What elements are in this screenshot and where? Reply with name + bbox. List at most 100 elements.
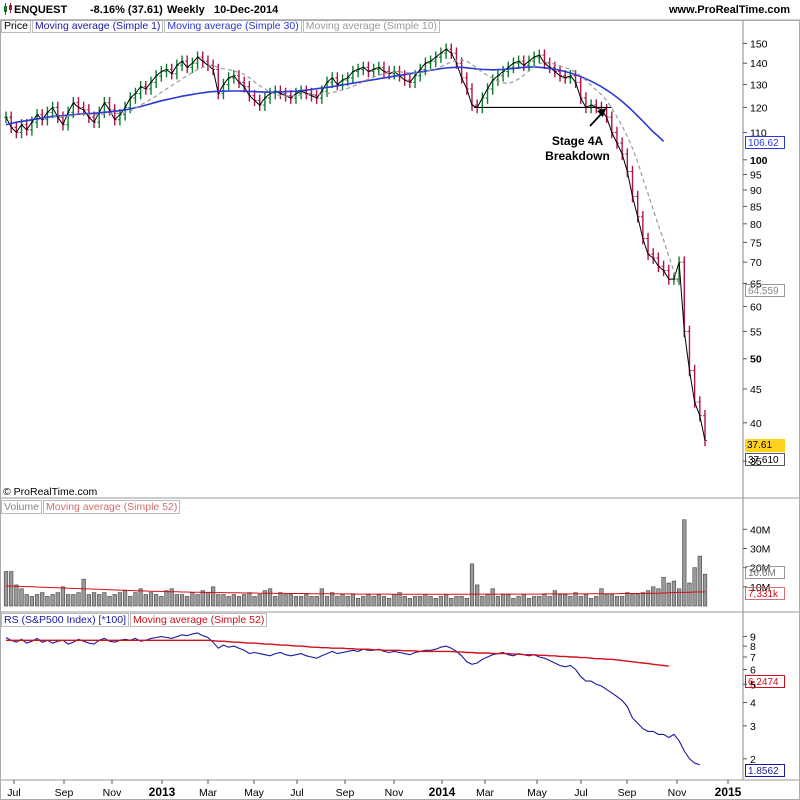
volume-bar xyxy=(76,592,81,607)
volume-bar xyxy=(340,594,345,607)
volume-bar xyxy=(651,586,656,607)
volume-bar xyxy=(185,596,190,607)
legend-volume[interactable]: Volume xyxy=(1,500,43,514)
volume-bar xyxy=(24,594,29,607)
volume-bar xyxy=(495,596,501,607)
volume-bar xyxy=(438,596,444,607)
volume-bar xyxy=(226,596,231,607)
volume-bar xyxy=(267,588,273,607)
volume-bar xyxy=(532,596,537,607)
legend-volume-ma[interactable]: Moving average (Simple 52) xyxy=(43,500,181,514)
legend-ma10[interactable]: Moving average (Simple 10) xyxy=(302,19,441,33)
volume-bar xyxy=(117,592,123,607)
annotation-line2: Breakdown xyxy=(545,149,610,163)
chart-frame xyxy=(0,20,800,800)
legend-ma30[interactable]: Moving average (Simple 30) xyxy=(164,19,302,33)
rs-tick-label: 3 xyxy=(750,721,756,733)
site-link[interactable]: www.ProRealTime.com xyxy=(668,4,790,16)
time-tick-label: Jul xyxy=(290,787,303,799)
ma30-last-label: 106.62 xyxy=(745,136,785,149)
volume-bar xyxy=(278,592,283,607)
rs-tick-label: 9 xyxy=(750,632,756,644)
volume-bar xyxy=(86,594,91,607)
volume-bar xyxy=(697,555,702,607)
volume-bar xyxy=(34,594,40,607)
time-tick-label: Mar xyxy=(476,787,495,799)
volume-ma-last-label: 7,331k xyxy=(745,587,785,600)
price-tick-label: 35 xyxy=(750,456,762,468)
legend-ma1[interactable]: Moving average (Simple 1) xyxy=(31,19,164,33)
price-tick-label: 60 xyxy=(750,301,762,313)
volume-bar xyxy=(288,594,293,607)
legend-rs-ma[interactable]: Moving average (Simple 52) xyxy=(130,613,268,627)
rs-line xyxy=(5,632,700,766)
price-tick-label: 50 xyxy=(750,354,762,366)
rs-last-label: 1.8562 xyxy=(745,764,785,777)
legend-price[interactable]: Price xyxy=(1,19,31,33)
volume-bar xyxy=(169,588,174,607)
volume-bar xyxy=(630,594,635,607)
volume-bar xyxy=(216,594,221,607)
volume-bar xyxy=(397,592,402,607)
volume-bar xyxy=(402,596,407,607)
volume-bar xyxy=(247,592,252,607)
volume-bar xyxy=(635,594,640,607)
volume-bar xyxy=(174,594,179,607)
rs-tick-label: 5 xyxy=(750,679,756,691)
volume-ma-line xyxy=(5,585,706,595)
legend-rs[interactable]: RS (S&P500 Index) [*100] xyxy=(1,613,129,627)
volume-bar xyxy=(55,592,60,607)
volume-bar xyxy=(454,596,459,607)
volume-bar xyxy=(122,590,128,607)
volume-bar xyxy=(671,580,677,607)
volume-bar xyxy=(625,592,630,607)
volume-bar xyxy=(640,592,645,607)
price-tick-label: 120 xyxy=(750,102,768,114)
time-tick-label: Nov xyxy=(668,787,687,799)
volume-bar xyxy=(330,592,335,607)
volume-bar xyxy=(262,590,268,607)
volume-bar xyxy=(526,598,532,607)
ma10-line xyxy=(52,59,680,286)
volume-legend: Volume Moving average (Simple 52) xyxy=(1,500,181,514)
rs-legend: RS (S&P500 Index) [*100] Moving average (… xyxy=(1,613,268,627)
volume-bar xyxy=(449,598,454,607)
volume-bar xyxy=(319,588,324,607)
volume-bar xyxy=(490,588,495,607)
volume-bar xyxy=(459,596,464,607)
volume-bar xyxy=(469,563,475,607)
time-tick-label: Jul xyxy=(7,787,20,799)
volume-bar xyxy=(221,594,226,607)
volume-bar xyxy=(506,594,511,607)
volume-bar xyxy=(324,596,330,607)
close-price-label: 37.610 xyxy=(745,453,785,466)
volume-bar xyxy=(516,596,521,607)
volume-bar xyxy=(552,590,557,607)
volume-bar xyxy=(568,596,573,607)
volume-tick-label: 40M xyxy=(750,524,770,536)
volume-bar xyxy=(443,594,449,607)
volume-bar xyxy=(620,596,625,607)
volume-bar xyxy=(361,596,366,607)
volume-bar xyxy=(210,586,216,607)
volume-bar xyxy=(366,594,371,607)
price-tick-label: 40 xyxy=(750,418,762,430)
volume-bar xyxy=(475,584,480,607)
volume-bar xyxy=(557,594,563,607)
volume-bar xyxy=(676,588,682,607)
price-bars xyxy=(4,43,707,447)
time-tick-label: 2014 xyxy=(429,785,456,799)
volume-bar xyxy=(304,594,309,607)
price-legend: Price Moving average (Simple 1) Moving ave… xyxy=(1,19,441,33)
volume-bar xyxy=(91,592,97,607)
price-tick-label: 85 xyxy=(750,201,762,213)
time-tick-label: Sep xyxy=(336,787,355,799)
annotation-line1: Stage 4A xyxy=(551,134,604,148)
volume-bar xyxy=(133,592,138,607)
volume-bar xyxy=(583,594,589,607)
volume-bar xyxy=(154,594,159,607)
volume-bar xyxy=(138,588,143,607)
breakdown-arrow-head xyxy=(597,108,606,117)
volume-bar xyxy=(242,594,247,607)
